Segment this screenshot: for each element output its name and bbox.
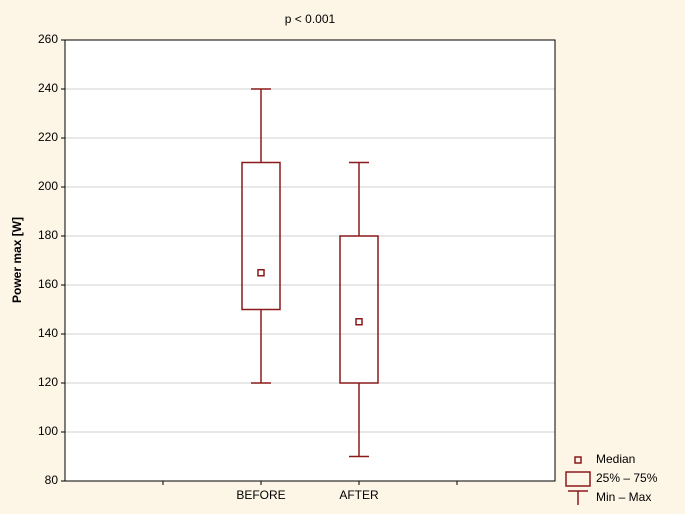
y-tick-label: 200 [38,179,58,193]
legend-label: Min – Max [596,490,651,504]
plot-area [65,40,555,481]
legend-label: Median [596,452,635,466]
median [355,318,363,326]
y-tick-label: 220 [38,130,58,144]
y-tick-label: 260 [38,32,58,46]
median [257,269,265,277]
box [241,161,281,311]
y-tick-label: 80 [45,473,59,487]
y-tick-label: 120 [38,375,58,389]
legend-label: 25% – 75% [596,471,658,485]
legend-median-icon [574,456,582,464]
x-tick-label: BEFORE [236,488,285,502]
y-axis-label: Power max [W] [10,217,24,303]
box [339,235,379,384]
y-tick-label: 240 [38,81,58,95]
y-tick-label: 180 [38,228,58,242]
y-tick-label: 160 [38,277,58,291]
legend-box-icon [565,471,591,487]
plot-frame [64,39,556,482]
x-tick-label: AFTER [339,488,379,502]
y-tick-label: 100 [38,424,58,438]
y-tick-label: 140 [38,326,58,340]
chart-title: p < 0.001 [285,12,336,26]
